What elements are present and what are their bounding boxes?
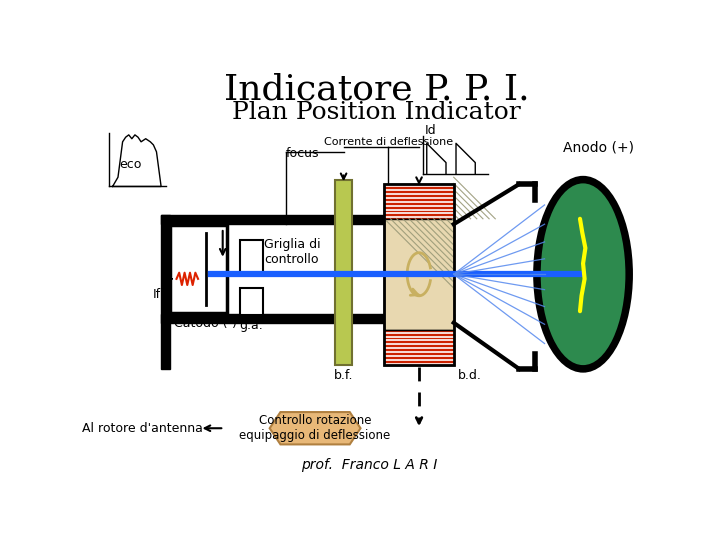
Bar xyxy=(171,225,227,313)
Text: b.d.: b.d. xyxy=(457,369,482,382)
Bar xyxy=(240,240,263,274)
Text: Griglia di
controllo: Griglia di controllo xyxy=(264,238,321,266)
Ellipse shape xyxy=(541,184,626,365)
Text: prof.  Franco L A R I: prof. Franco L A R I xyxy=(301,458,437,472)
Bar xyxy=(384,330,454,365)
Text: focus: focus xyxy=(286,147,320,160)
Text: Catodo (-): Catodo (-) xyxy=(174,317,237,330)
Text: Al rotore d'antenna: Al rotore d'antenna xyxy=(82,422,203,435)
Bar xyxy=(161,215,171,369)
Bar xyxy=(161,215,454,224)
Polygon shape xyxy=(270,412,361,444)
Text: b.f.: b.f. xyxy=(334,369,354,382)
Text: Indicatore P. P. I.: Indicatore P. P. I. xyxy=(224,72,529,106)
Text: Controllo rotazione
equipaggio di deflessione: Controllo rotazione equipaggio di defles… xyxy=(240,414,391,442)
Text: eco: eco xyxy=(119,158,142,171)
Bar xyxy=(384,219,454,330)
Bar xyxy=(240,288,263,315)
Text: Anodo (+): Anodo (+) xyxy=(563,140,634,154)
Bar xyxy=(161,314,454,323)
Ellipse shape xyxy=(534,177,631,372)
Text: Corrente di deflessione: Corrente di deflessione xyxy=(324,137,453,147)
Text: If: If xyxy=(153,288,161,301)
Bar xyxy=(384,184,454,365)
Text: g.a.: g.a. xyxy=(239,319,263,332)
Text: Plan Position Indicator: Plan Position Indicator xyxy=(233,101,521,124)
Bar xyxy=(384,184,454,219)
Text: Id: Id xyxy=(425,124,436,137)
Bar xyxy=(335,180,352,365)
